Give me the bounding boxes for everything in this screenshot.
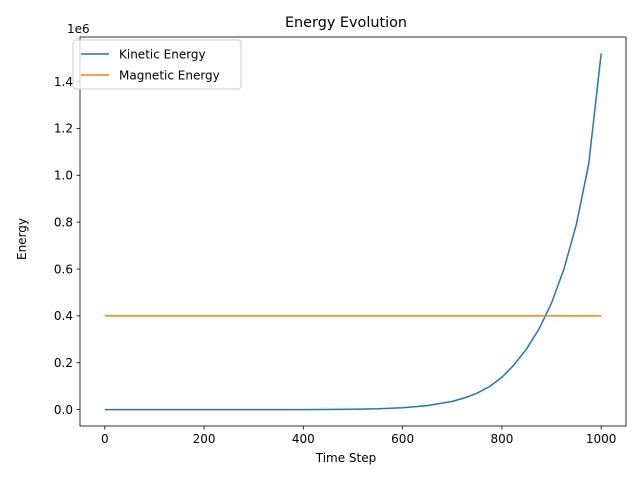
legend-box: [72, 39, 242, 90]
legend-label-kinetic-energy: Kinetic Energy: [119, 47, 206, 61]
series-line-kinetic-energy: [104, 53, 602, 411]
x-tick-label: 1000: [586, 432, 617, 446]
y-tick-label: 0.4: [54, 309, 73, 323]
axes-frame: [79, 36, 627, 427]
legend: Kinetic Energy Magnetic Energy: [72, 39, 242, 90]
y-tick-label: 1.2: [54, 122, 73, 136]
x-tick-label: 600: [391, 432, 414, 446]
y-tick-label: 0.6: [54, 262, 73, 276]
y-tick-label: 1.0: [54, 169, 73, 183]
legend-label-magnetic-energy: Magnetic Energy: [119, 68, 220, 82]
x-tick-label: 200: [193, 432, 216, 446]
plot-area: 0 200 400 600 800 1000 0.0 0.2 0.4 0.6 0.8 1.0 1.2 1.…: [54, 36, 627, 446]
x-tick-label: 0: [101, 432, 109, 446]
y-offset-label: 1e6: [67, 22, 90, 36]
chart-title: Energy Evolution: [285, 15, 407, 31]
y-tick-label: 1.4: [54, 75, 73, 89]
y-tick-label: 0.8: [54, 215, 73, 229]
y-tick-label: 0.0: [54, 403, 73, 417]
y-axis-label: Energy: [15, 218, 29, 260]
x-tick-label: 800: [490, 432, 513, 446]
y-tick-label: 0.2: [54, 356, 73, 370]
x-axis-label: Time Step: [315, 451, 377, 465]
x-tick-label: 400: [292, 432, 315, 446]
